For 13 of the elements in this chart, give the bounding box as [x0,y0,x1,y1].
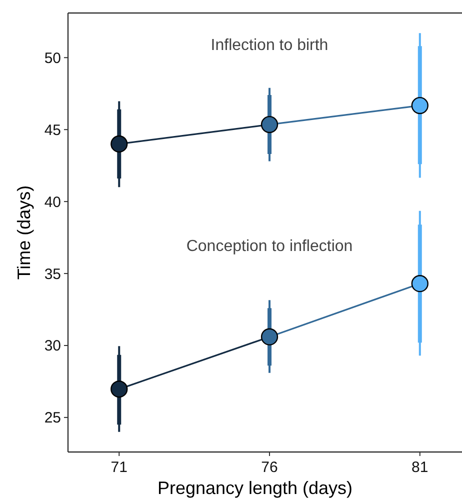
x-axis-title: Pregnancy length (days) [157,478,353,498]
y-tick-label: 45 [44,122,61,139]
y-tick-label: 30 [44,338,61,355]
x-tick-label: 71 [110,459,128,476]
y-axis-title: Time (days) [14,185,34,280]
x-tick-label: 81 [412,459,428,476]
annotation: Conception to inflection [186,238,353,255]
y-tick-label: 25 [44,410,61,427]
x-tick-label: 76 [261,459,278,476]
y-tick-label: 40 [44,194,61,211]
annotation: Inflection to birth [210,37,328,54]
y-tick-label: 50 [44,50,61,67]
y-tick-label: 35 [44,266,61,283]
